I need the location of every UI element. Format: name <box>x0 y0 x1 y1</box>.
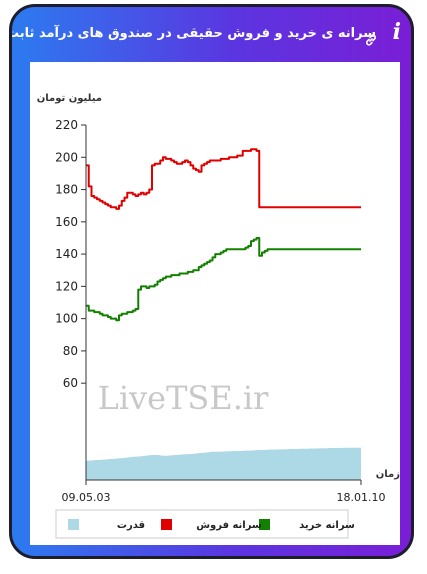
x-axis-title: زمان <box>376 469 400 480</box>
y-tick-label: 120 <box>55 279 78 293</box>
legend: سرانه خرید سرانه فروش قدرت <box>55 509 355 539</box>
series-lines <box>86 148 361 322</box>
info-icon[interactable]: i <box>392 19 401 45</box>
series-line-purchase <box>86 236 361 322</box>
legend-box <box>55 509 349 539</box>
x-tick-label-end: 18.01.10 <box>337 491 386 504</box>
y-tick-label: 160 <box>55 215 78 229</box>
legend-swatch-power[interactable] <box>68 519 79 530</box>
legend-label-power[interactable]: قدرت <box>117 520 145 531</box>
y-tick-label: 80 <box>63 344 78 358</box>
series-line-sales <box>86 148 361 210</box>
chart-panel: میلیون تومان 220 200 180 160 140 120 100 80 60 L… <box>30 62 400 545</box>
chart-card: i سرانه ی خرید و فروش حقیقی در صندوق های… <box>9 4 414 559</box>
x-tick-label-start: 09.05.03 <box>62 491 111 504</box>
power-area <box>86 447 361 480</box>
legend-swatch-purchase[interactable] <box>259 519 270 530</box>
y-tick-label: 140 <box>55 247 78 261</box>
legend-label-purchase[interactable]: سرانه خرید <box>299 520 355 531</box>
chart-title: سرانه ی خرید و فروش حقیقی در صندوق های د… <box>9 26 376 41</box>
legend-swatch-sales[interactable] <box>161 519 172 530</box>
title-bar: i سرانه ی خرید و فروش حقیقی در صندوق های… <box>12 7 411 57</box>
y-tick-label: 100 <box>55 312 78 326</box>
y-tick-label: 180 <box>55 183 78 197</box>
y-tick-label: 220 <box>55 118 78 132</box>
series-area-power <box>86 447 361 480</box>
link-icon[interactable] <box>364 33 378 47</box>
y-tick-label: 200 <box>55 150 78 164</box>
y-tick-label: 60 <box>63 376 78 390</box>
y-axis-title: میلیون تومان <box>37 93 102 104</box>
legend-label-sales[interactable]: سرانه فروش <box>196 520 262 531</box>
watermark: LiveTSE.ir <box>98 379 270 417</box>
y-ticks: 220 200 180 160 140 120 100 80 60 <box>55 118 86 390</box>
chart-svg: میلیون تومان 220 200 180 160 140 120 100 80 60 L… <box>37 93 400 539</box>
